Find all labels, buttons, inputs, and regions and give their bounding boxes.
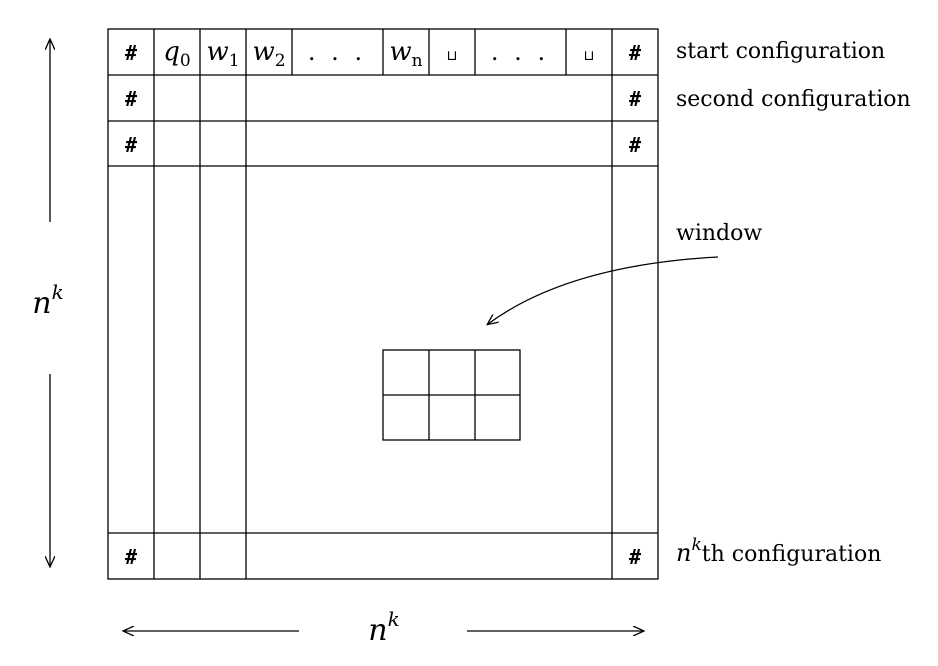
hash-cell: # (629, 87, 641, 111)
window-label: window (676, 221, 762, 246)
w-symbol: w (206, 37, 228, 67)
start-configuration-label: start configuration (676, 39, 885, 64)
q-subscript: 0 (180, 51, 191, 71)
nk-exponent: k (388, 607, 400, 631)
window-grid (382, 349, 521, 441)
hash-cell: # (629, 133, 641, 157)
hash-cell: # (629, 545, 641, 569)
tableau-frame (107, 28, 659, 580)
w-symbol: w (252, 37, 274, 67)
nk-exponent: k (52, 280, 64, 304)
input-w1-cell: w1 (206, 37, 239, 71)
height-label: nk (32, 280, 63, 321)
nk-base: n (676, 539, 691, 567)
nkth-suffix: th configuration (702, 542, 882, 567)
w2-subscript: 2 (275, 51, 286, 71)
ellipsis-cell: . . . (491, 38, 549, 66)
hash-cell: # (629, 41, 641, 65)
nk-base: n (368, 613, 387, 648)
blank-symbol-cell: ⊔ (447, 48, 458, 64)
w1-subscript: 1 (229, 51, 240, 71)
hash-cell: # (125, 41, 137, 65)
input-w2-cell: w2 (252, 37, 285, 71)
nkth-configuration-label: nkth configuration (676, 535, 881, 567)
ellipsis-cell: . . . (308, 38, 366, 66)
nk-exponent: k (691, 535, 701, 555)
w-symbol: w (389, 37, 411, 67)
input-wn-cell: wn (389, 37, 422, 71)
window-pointer-arrow (488, 256, 719, 324)
width-label: nk (368, 607, 399, 648)
nk-base: n (32, 286, 51, 321)
second-configuration-label: second configuration (676, 87, 911, 112)
hash-cell: # (125, 133, 137, 157)
hash-cell: # (125, 87, 137, 111)
q-symbol: q (163, 37, 180, 67)
wn-subscript: n (412, 51, 423, 71)
hash-cell: # (125, 545, 137, 569)
state-q0-cell: q0 (163, 37, 190, 71)
blank-symbol-cell: ⊔ (584, 48, 595, 64)
